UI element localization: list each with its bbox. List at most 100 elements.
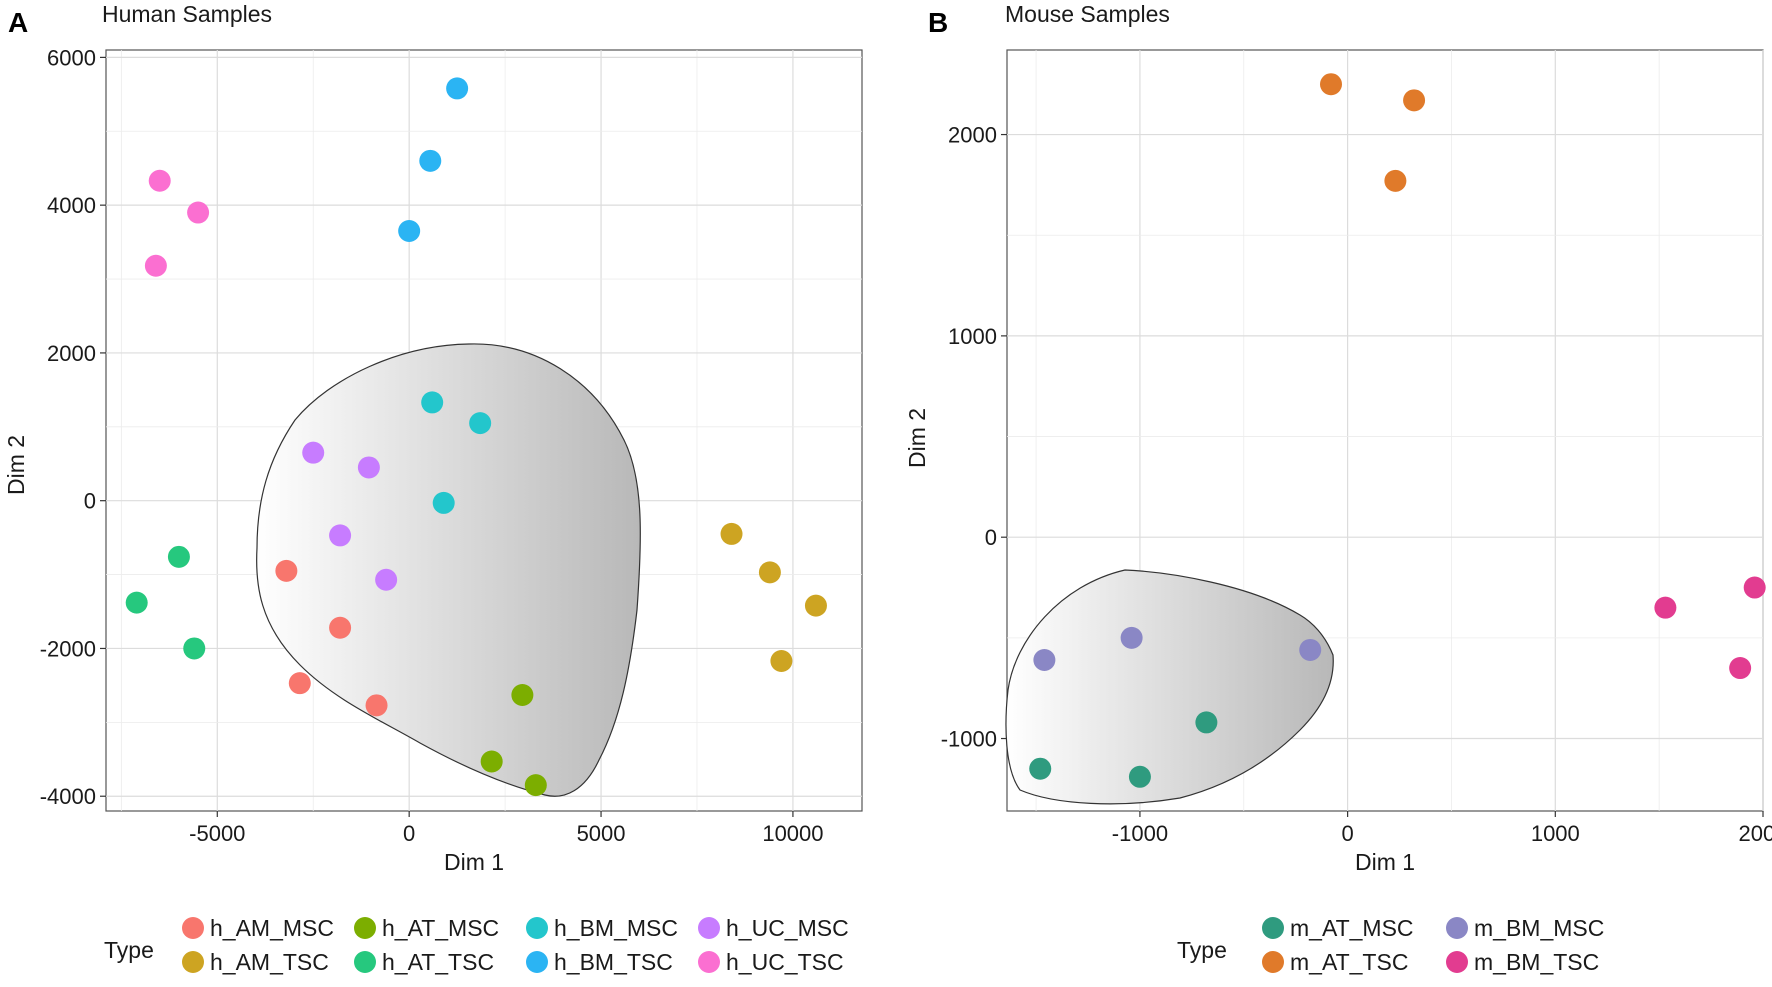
legend-swatch-h-uc-msc <box>698 917 720 939</box>
x-tick-label: -1000 <box>1112 821 1168 846</box>
point-h-at-tsc <box>167 545 190 568</box>
legend-label-h-am-msc: h_AM_MSC <box>210 915 334 941</box>
point-m-bm-tsc <box>1729 657 1752 680</box>
point-h-am-tsc <box>804 594 827 617</box>
y-axis-label-b: Dim 2 <box>904 408 930 468</box>
point-m-bm-msc <box>1299 638 1322 661</box>
y-tick-label: 0 <box>985 525 997 550</box>
point-h-am-tsc <box>758 561 781 584</box>
point-m-at-msc <box>1029 757 1052 780</box>
legend-swatch-m-at-msc <box>1262 917 1284 939</box>
x-axis-label-b: Dim 1 <box>1355 849 1415 875</box>
y-tick-label: 1000 <box>948 324 997 349</box>
point-m-bm-tsc <box>1743 576 1766 599</box>
y-tick-label: 2000 <box>47 341 96 366</box>
point-h-bm-msc <box>432 491 455 514</box>
point-h-am-msc <box>365 694 388 717</box>
legend-title-b: Type <box>1177 937 1227 963</box>
point-h-uc-msc <box>329 524 352 547</box>
point-h-am-msc <box>329 616 352 639</box>
point-m-bm-msc <box>1033 649 1056 672</box>
point-h-am-msc <box>275 559 298 582</box>
x-tick-label: 1000 <box>1531 821 1580 846</box>
point-m-at-tsc <box>1384 169 1407 192</box>
legend-label-m-bm-msc: m_BM_MSC <box>1474 915 1604 941</box>
legend-a: Type h_AM_MSC h_AM_TSC h_AT_MSC h_AT_TSC h_B… <box>104 915 849 975</box>
legend-swatch-m-at-tsc <box>1262 951 1284 973</box>
panel-a: A Human Samples -5000 0 5000 10000 -4000 -20… <box>3 1 863 975</box>
legend-b: Type m_AT_MSC m_AT_TSC m_BM_MSC m_BM_TSC <box>1177 915 1604 975</box>
legend-label-h-bm-tsc: h_BM_TSC <box>554 949 673 975</box>
legend-label-h-at-tsc: h_AT_TSC <box>382 949 494 975</box>
legend-swatch-m-bm-msc <box>1446 917 1468 939</box>
x-axis-label-a: Dim 1 <box>444 849 504 875</box>
x-tick-label: 0 <box>1341 821 1353 846</box>
chart-title-b: Mouse Samples <box>1005 1 1170 27</box>
x-tick-label: 10000 <box>762 821 823 846</box>
x-tick-label: 0 <box>403 821 415 846</box>
legend-swatch-m-bm-tsc <box>1446 951 1468 973</box>
point-h-uc-msc <box>357 456 380 479</box>
panel-b: B Mouse Samples -1000 0 1000 2000 -1000 0 100… <box>904 1 1772 975</box>
y-ticks-a: -4000 -2000 0 2000 4000 6000 <box>40 45 106 809</box>
points-b <box>1029 73 1766 788</box>
y-tick-label: -1000 <box>941 727 997 752</box>
point-m-at-tsc <box>1403 89 1426 112</box>
point-h-uc-msc <box>375 568 398 591</box>
point-h-am-tsc <box>720 522 743 545</box>
point-h-at-msc <box>511 684 534 707</box>
cluster-hull-b <box>1005 569 1334 805</box>
point-h-uc-msc <box>302 441 325 464</box>
point-h-at-msc <box>480 750 503 773</box>
point-h-am-msc <box>288 672 311 695</box>
x-tick-label: -5000 <box>189 821 245 846</box>
legend-label-h-bm-msc: h_BM_MSC <box>554 915 678 941</box>
legend-label-m-bm-tsc: m_BM_TSC <box>1474 949 1599 975</box>
point-h-uc-tsc <box>187 201 210 224</box>
legend-label-h-uc-msc: h_UC_MSC <box>726 915 849 941</box>
point-m-at-msc <box>1195 711 1218 734</box>
legend-swatch-h-uc-tsc <box>698 951 720 973</box>
point-m-bm-tsc <box>1654 596 1677 619</box>
panel-label-a: A <box>8 7 28 38</box>
point-m-bm-msc <box>1120 626 1143 649</box>
point-h-uc-tsc <box>148 169 171 192</box>
point-h-uc-tsc <box>144 254 167 277</box>
point-h-bm-msc <box>469 412 492 435</box>
legend-swatch-h-bm-tsc <box>526 951 548 973</box>
y-axis-label-a: Dim 2 <box>3 435 29 495</box>
y-tick-label: 4000 <box>47 193 96 218</box>
x-tick-label: 5000 <box>577 821 626 846</box>
legend-label-m-at-tsc: m_AT_TSC <box>1290 949 1408 975</box>
legend-swatch-h-at-msc <box>354 917 376 939</box>
legend-swatch-h-at-tsc <box>354 951 376 973</box>
point-m-at-tsc <box>1320 73 1342 96</box>
legend-label-m-at-msc: m_AT_MSC <box>1290 915 1414 941</box>
legend-title-a: Type <box>104 937 154 963</box>
x-ticks-b: -1000 0 1000 2000 <box>1112 811 1772 846</box>
y-tick-label: 2000 <box>948 123 997 148</box>
point-h-am-tsc <box>770 650 793 673</box>
point-h-at-tsc <box>125 591 148 614</box>
point-h-bm-tsc <box>446 77 469 100</box>
legend-swatch-h-bm-msc <box>526 917 548 939</box>
y-tick-label: -4000 <box>40 784 96 809</box>
y-ticks-b: -1000 0 1000 2000 <box>941 123 1007 752</box>
point-h-at-msc <box>524 774 547 797</box>
y-tick-label: -2000 <box>40 636 96 661</box>
legend-label-h-am-tsc: h_AM_TSC <box>210 949 329 975</box>
panel-label-b: B <box>928 7 948 38</box>
points-a <box>125 77 827 797</box>
cluster-hull-a <box>256 343 641 797</box>
legend-label-h-at-msc: h_AT_MSC <box>382 915 499 941</box>
x-tick-label: 2000 <box>1739 821 1772 846</box>
legend-label-h-uc-tsc: h_UC_TSC <box>726 949 844 975</box>
x-ticks-a: -5000 0 5000 10000 <box>189 811 824 846</box>
y-tick-label: 0 <box>84 489 96 514</box>
point-h-bm-tsc <box>419 149 442 172</box>
legend-swatch-h-am-tsc <box>182 951 204 973</box>
legend-swatch-h-am-msc <box>182 917 204 939</box>
point-m-at-msc <box>1128 765 1151 788</box>
point-h-bm-msc <box>421 391 444 414</box>
